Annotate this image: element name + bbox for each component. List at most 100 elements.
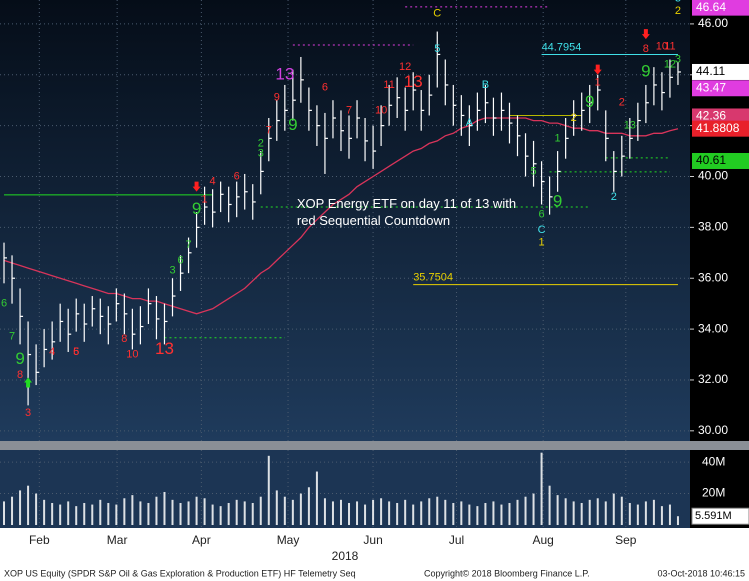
volume-bar xyxy=(3,501,6,525)
volume-bar xyxy=(171,499,174,525)
volume-bar xyxy=(203,498,206,525)
volume-tick-label: 40M xyxy=(702,454,725,468)
x-tick-label: Apr xyxy=(192,533,211,547)
volume-bar xyxy=(299,493,302,525)
count-label: 13 xyxy=(275,64,294,83)
x-axis-label: 2018 xyxy=(332,549,359,563)
volume-bar xyxy=(291,499,294,525)
count-label: 7 xyxy=(346,104,352,116)
count-label: 3 xyxy=(675,53,681,65)
volume-bar xyxy=(75,506,78,525)
volume-bar xyxy=(59,504,62,525)
volume-bar xyxy=(476,506,479,525)
count-label: 12 xyxy=(664,59,676,71)
volume-bar xyxy=(412,504,415,525)
y-tick-label: 46.00 xyxy=(698,16,728,30)
volume-bar xyxy=(283,496,286,525)
copyright: Copyright© 2018 Bloomberg Finance L.P. xyxy=(424,568,590,578)
volume-bar xyxy=(356,501,359,525)
count-label: 11 xyxy=(664,41,675,53)
count-label: 4 xyxy=(210,175,216,187)
volume-bar xyxy=(644,501,647,525)
count-label: 8 xyxy=(17,369,23,381)
volume-bar xyxy=(67,501,70,525)
count-label: 6 xyxy=(1,298,7,310)
timestamp: 03-Oct-2018 10:46:15 xyxy=(657,568,745,578)
count-label: 6 xyxy=(73,346,79,358)
volume-bar xyxy=(636,504,639,525)
volume-bar xyxy=(115,504,118,525)
volume-bar xyxy=(404,499,407,525)
count-label: 5 xyxy=(73,346,79,358)
volume-bar xyxy=(307,487,310,525)
volume-bar xyxy=(492,501,495,525)
volume-bar xyxy=(275,490,278,525)
count-label: 12 xyxy=(399,61,411,73)
volume-bar xyxy=(420,501,423,525)
count-label: 7 xyxy=(9,331,15,343)
count-label: 13 xyxy=(624,120,636,132)
count-label: 7 xyxy=(266,125,272,137)
level-label: 35.7504 xyxy=(413,271,453,283)
volume-bar xyxy=(83,502,86,525)
count-label: 2 xyxy=(675,5,681,17)
count-label: 1 xyxy=(202,193,208,205)
volume-bar xyxy=(516,499,519,525)
footer: XOP US Equity (SPDR S&P Oil & Gas Explor… xyxy=(4,568,356,578)
signal-arrow xyxy=(24,377,33,388)
volume-tag xyxy=(691,507,749,525)
volume-bar xyxy=(147,502,150,525)
volume-bar xyxy=(227,502,230,525)
volume-bar xyxy=(348,502,351,525)
volume-bar xyxy=(211,504,214,525)
volume-bar xyxy=(620,496,623,525)
volume-pane xyxy=(0,450,690,528)
x-tick-label: Sep xyxy=(615,533,637,547)
volume-bar xyxy=(396,502,399,525)
plot-layer: 30.0032.0034.0036.0038.0040.0042.0044.00… xyxy=(0,0,749,547)
price-tag-label: 46.64 xyxy=(696,0,726,14)
count-label: 9 xyxy=(585,92,594,111)
count-label: C xyxy=(433,8,441,20)
signal-arrow xyxy=(641,29,650,40)
count-label: 4 xyxy=(49,346,55,358)
volume-bar xyxy=(331,501,334,525)
count-label: 5 xyxy=(434,43,440,55)
count-label: 9 xyxy=(288,115,297,134)
level-label: 44.7954 xyxy=(542,41,582,53)
annotation: XOP Energy ETF on day 11 of 13 with xyxy=(297,196,516,211)
volume-bar xyxy=(27,485,30,525)
volume-bar xyxy=(259,496,262,525)
count-label: 10 xyxy=(656,41,668,53)
count-label: 3 xyxy=(675,0,681,4)
count-label: 10 xyxy=(375,104,387,116)
volume-bar xyxy=(428,498,431,525)
volume-bar xyxy=(676,516,679,525)
count-label: 8 xyxy=(121,333,127,345)
volume-bar xyxy=(163,491,166,525)
volume-bar xyxy=(580,502,583,525)
price-tag-label: 43.47 xyxy=(696,80,726,94)
volume-bar xyxy=(51,502,54,525)
x-tick-label: Jul xyxy=(449,533,464,547)
volume-bar xyxy=(195,496,198,525)
volume-bar xyxy=(556,495,559,525)
count-label: 9 xyxy=(553,191,562,210)
volume-bar xyxy=(444,499,447,525)
x-tick-label: Aug xyxy=(532,533,553,547)
volume-bar xyxy=(155,496,158,525)
y-tick-label: 30.00 xyxy=(698,423,728,437)
volume-bar xyxy=(484,502,487,525)
volume-bar xyxy=(452,502,455,525)
price-tag-label: 40.61 xyxy=(696,153,726,167)
volume-bar xyxy=(612,493,615,525)
count-label: 6 xyxy=(177,254,183,266)
volume-bar xyxy=(315,471,318,525)
volume-bar xyxy=(460,501,463,525)
volume-bar xyxy=(11,496,14,525)
price-tag xyxy=(692,120,749,137)
count-label: 3 xyxy=(258,148,264,160)
signal-arrow xyxy=(593,64,602,75)
volume-bar xyxy=(628,502,631,525)
